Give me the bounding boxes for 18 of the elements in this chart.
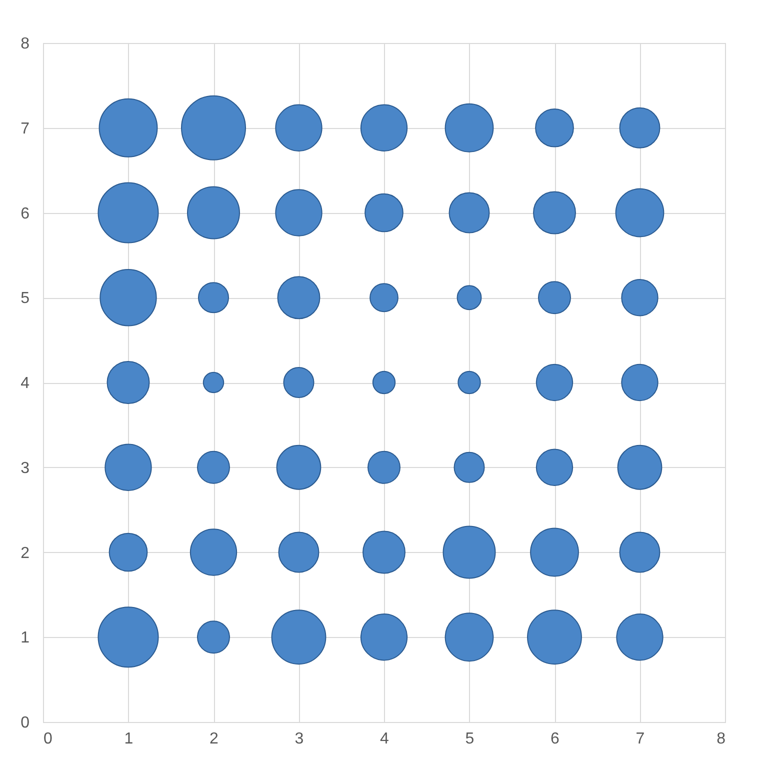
x-tick-label: 1 <box>124 730 134 748</box>
y-tick-label: 4 <box>20 375 30 392</box>
y-tick-label: 6 <box>20 205 30 222</box>
x-tick-label: 4 <box>380 730 390 748</box>
y-tick-label: 7 <box>20 120 30 138</box>
x-tick-label: 3 <box>294 730 304 748</box>
x-tick-label: 6 <box>550 730 560 748</box>
x-tick-label: 7 <box>636 730 645 748</box>
x-tick-label: 5 <box>465 730 474 748</box>
y-tick-label: 1 <box>20 630 30 647</box>
y-tick-label: 8 <box>20 36 30 52</box>
y-tick-label: 3 <box>20 460 30 477</box>
y-tick-label: 5 <box>20 290 30 308</box>
x-tick-label: 2 <box>210 730 219 748</box>
x-tick-label: 0 <box>44 730 52 748</box>
x-tick-label: 8 <box>716 730 726 748</box>
y-tick-label: 0 <box>20 714 30 732</box>
y-tick-label: 2 <box>20 544 30 562</box>
